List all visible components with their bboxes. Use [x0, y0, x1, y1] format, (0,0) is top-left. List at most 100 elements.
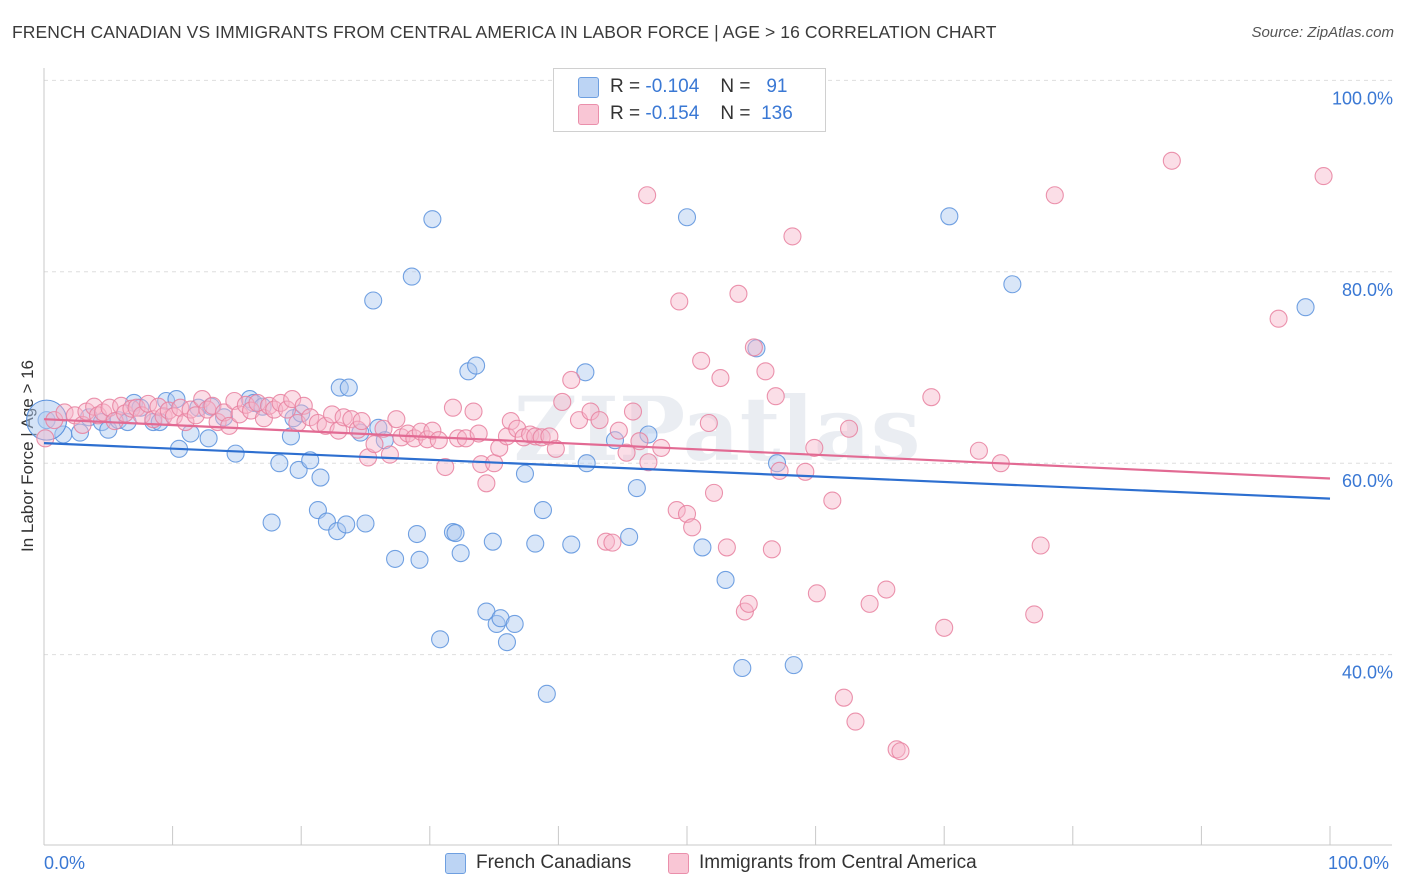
trend-line: [43, 442, 1331, 500]
source-label: Source: ZipAtlas.com: [1251, 24, 1394, 41]
bottom-legend-label: Immigrants from Central America: [699, 852, 977, 873]
data-point: [386, 549, 405, 568]
data-point: [546, 439, 565, 458]
data-point: [805, 438, 824, 457]
data-point: [711, 368, 730, 388]
data-point: [677, 208, 697, 227]
legend-row-french-canadians: R = -0.104 N = 91: [578, 74, 787, 100]
data-point: [766, 387, 785, 406]
data-point: [483, 532, 502, 551]
data-point: [271, 393, 290, 412]
legend: R = -0.104 N = 91 R = -0.154 N = 136: [553, 68, 826, 132]
data-point: [526, 534, 545, 553]
legend-n-value: 136: [761, 103, 793, 124]
data-point: [739, 594, 758, 613]
bottom-legend-immigrants: Immigrants from Central America: [668, 852, 977, 874]
data-point: [477, 474, 496, 493]
data-point: [639, 453, 658, 472]
data-point: [230, 405, 249, 424]
data-point: [693, 538, 712, 557]
data-point: [744, 338, 763, 357]
legend-n-label: N =: [720, 103, 751, 124]
data-point: [199, 429, 218, 448]
data-point: [667, 501, 686, 520]
data-point: [533, 501, 553, 520]
data-point: [590, 411, 609, 430]
data-point: [323, 405, 342, 424]
data-point: [472, 455, 491, 474]
data-point: [283, 390, 302, 409]
data-point: [423, 210, 442, 229]
data-point: [677, 504, 697, 523]
data-point: [834, 688, 853, 707]
data-point: [515, 464, 535, 483]
data-point: [537, 684, 556, 703]
data-point: [553, 392, 572, 412]
data-point: [262, 513, 281, 532]
bottom-swatch-blue: [445, 852, 466, 874]
data-point: [1162, 151, 1181, 170]
data-point: [729, 284, 748, 303]
data-point: [609, 421, 628, 440]
data-point: [469, 424, 488, 443]
series-french-canadians: [26, 207, 1315, 703]
watermark: ZIPatlas: [514, 377, 921, 481]
data-point: [846, 712, 865, 731]
data-point: [639, 425, 658, 444]
data-point: [1296, 298, 1315, 317]
data-point: [505, 614, 524, 634]
data-point: [339, 378, 358, 397]
data-point: [467, 356, 486, 375]
data-point: [334, 408, 353, 427]
data-point: [248, 393, 267, 412]
data-point: [783, 227, 802, 246]
data-point: [431, 630, 450, 649]
data-point: [770, 461, 789, 480]
data-point: [214, 403, 234, 422]
data-point: [627, 479, 646, 498]
data-point: [429, 431, 448, 450]
data-point: [1003, 275, 1022, 294]
x-tick-label-max: 100.0%: [1328, 853, 1390, 873]
data-point: [186, 406, 205, 425]
data-point: [270, 454, 289, 473]
legend-r-label: R =: [610, 103, 641, 124]
data-point: [692, 351, 711, 370]
data-point: [225, 391, 244, 411]
data-point: [374, 419, 393, 438]
data-point: [717, 538, 736, 557]
data-point: [289, 460, 308, 479]
data-point: [1025, 605, 1044, 624]
data-point: [226, 444, 245, 463]
legend-n-label: N =: [720, 76, 751, 97]
legend-r-value: -0.104: [645, 76, 700, 97]
data-point: [562, 535, 581, 554]
data-point: [704, 483, 724, 502]
legend-swatch-pink: [578, 103, 599, 125]
data-point: [620, 527, 639, 546]
legend-r-value: -0.154: [645, 103, 700, 124]
y-tick-label: 100.0%: [1332, 88, 1393, 108]
data-point: [193, 390, 212, 409]
data-point: [423, 421, 442, 440]
trend-lines: [43, 418, 1331, 500]
data-point: [1045, 186, 1064, 205]
data-point: [935, 618, 954, 637]
data-point: [497, 633, 517, 652]
data-point: [839, 419, 859, 438]
data-point: [149, 397, 168, 416]
data-point: [784, 656, 803, 675]
data-point: [364, 291, 383, 310]
data-point: [236, 395, 255, 414]
data-point: [410, 550, 429, 569]
data-point: [265, 400, 284, 419]
data-point: [796, 462, 815, 481]
x-tick-label-min: 0.0%: [44, 853, 86, 873]
data-point: [922, 388, 941, 407]
data-point: [699, 413, 718, 433]
data-point: [451, 544, 470, 563]
data-point: [446, 524, 465, 543]
y-tick-labels: 40.0% 60.0% 80.0% 100.0%: [1332, 88, 1393, 682]
data-point: [623, 402, 643, 421]
bottom-swatch-pink: [668, 852, 689, 874]
